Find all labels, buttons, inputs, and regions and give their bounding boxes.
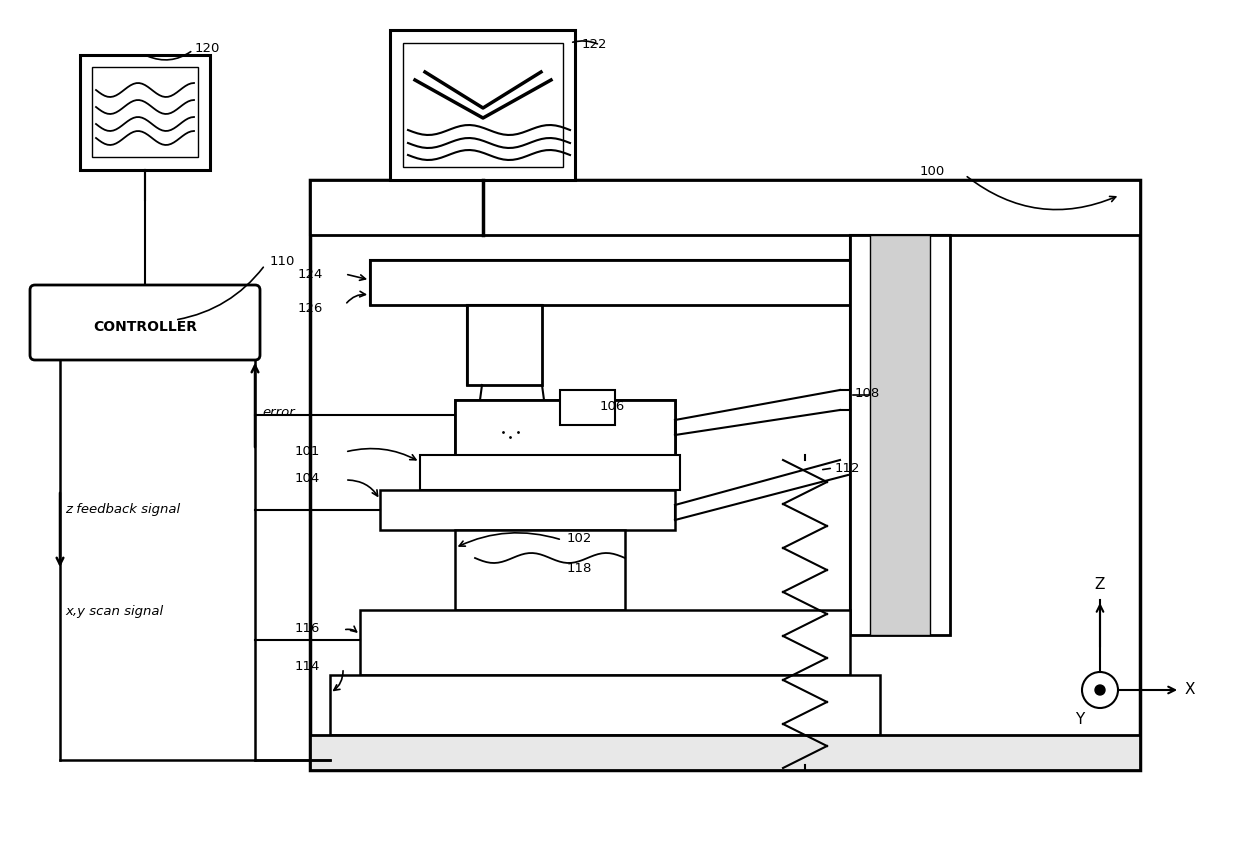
FancyBboxPatch shape — [30, 285, 260, 360]
Bar — [849, 235, 950, 635]
Text: 101: 101 — [295, 445, 320, 458]
Bar — [92, 67, 198, 157]
Text: 116: 116 — [295, 622, 320, 635]
Text: 118: 118 — [567, 562, 593, 575]
Text: 102: 102 — [567, 532, 593, 545]
Text: 106: 106 — [600, 400, 625, 413]
Circle shape — [1083, 672, 1118, 708]
Text: error: error — [262, 406, 295, 419]
Bar — [560, 390, 615, 425]
Bar — [455, 530, 625, 610]
Bar — [455, 400, 675, 455]
Text: Z: Z — [1095, 577, 1105, 592]
Text: 112: 112 — [835, 462, 861, 475]
Bar — [403, 43, 563, 167]
Bar — [360, 610, 849, 675]
Bar — [370, 260, 930, 305]
Bar — [81, 55, 210, 170]
Text: 114: 114 — [295, 660, 320, 673]
Text: 126: 126 — [298, 302, 324, 315]
Text: 108: 108 — [856, 387, 880, 400]
Bar — [310, 180, 1140, 235]
Bar — [391, 30, 575, 180]
Circle shape — [1095, 685, 1105, 695]
Bar — [310, 180, 1140, 770]
Bar — [310, 735, 1140, 770]
Text: 120: 120 — [195, 42, 221, 55]
Bar — [849, 235, 950, 635]
Text: Y: Y — [1075, 712, 1085, 727]
Text: z feedback signal: z feedback signal — [64, 503, 180, 516]
Text: CONTROLLER: CONTROLLER — [93, 320, 197, 334]
Bar — [870, 235, 930, 635]
Bar — [420, 455, 680, 490]
Bar — [467, 305, 542, 385]
Bar — [310, 180, 1140, 235]
Bar — [330, 675, 880, 735]
Bar — [379, 490, 675, 530]
Bar — [370, 260, 930, 305]
Text: 100: 100 — [920, 165, 945, 178]
Text: 122: 122 — [582, 38, 608, 51]
Text: 110: 110 — [270, 255, 295, 268]
Text: 104: 104 — [295, 472, 320, 485]
Bar — [455, 400, 675, 455]
Text: x,y scan signal: x,y scan signal — [64, 605, 164, 618]
Text: 124: 124 — [298, 268, 324, 281]
Bar — [467, 305, 542, 385]
Text: X: X — [1185, 682, 1195, 698]
